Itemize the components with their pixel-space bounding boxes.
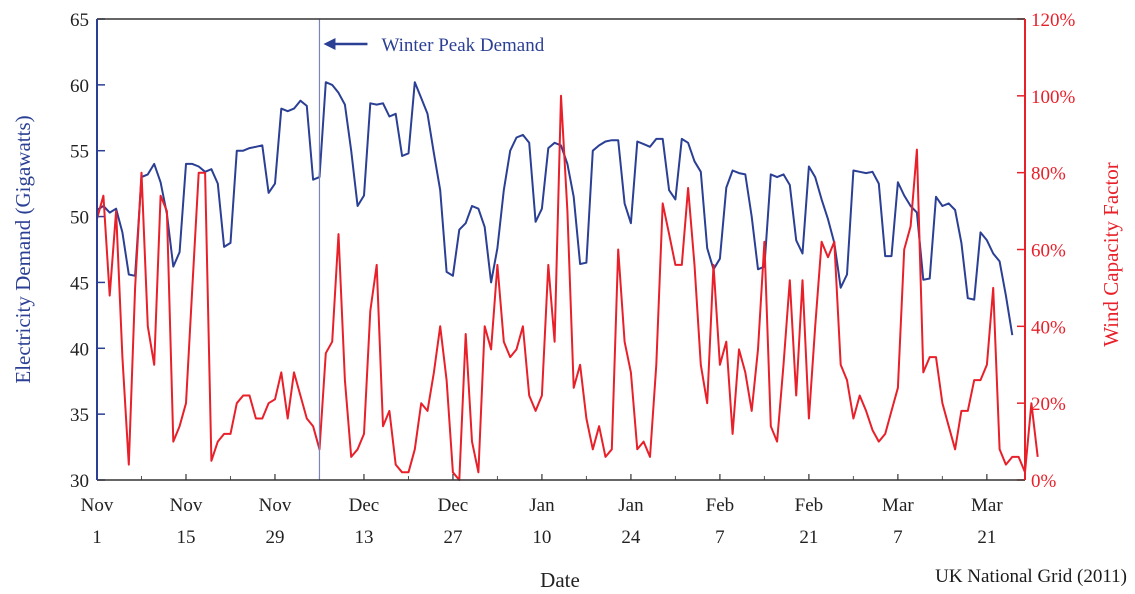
demand-line <box>96 81 1014 336</box>
y2-tick-label: 20% <box>1031 394 1066 415</box>
x-tick-label-month: Dec <box>349 495 380 516</box>
y-tick-label: 60 <box>70 76 89 97</box>
y-tick-label: 40 <box>70 339 89 360</box>
x-tick-label-month: Nov <box>81 495 114 516</box>
x-tick-label-month: Nov <box>170 495 203 516</box>
x-axis-title: Date <box>540 568 580 592</box>
y2-axis-title: Wind Capacity Factor <box>1099 162 1123 347</box>
y2-tick-label: 0% <box>1031 471 1057 492</box>
x-tick-label-day: 21 <box>977 527 996 548</box>
x-tick-label-day: 10 <box>532 527 551 548</box>
y-tick-label: 55 <box>70 142 89 163</box>
x-tick-label-day: 24 <box>621 527 641 548</box>
x-tick-label-day: 29 <box>265 527 284 548</box>
x-tick-label-day: 27 <box>443 527 462 548</box>
x-tick-label-month: Feb <box>795 495 824 516</box>
y-tick-label: 50 <box>70 208 89 229</box>
y2-tick-label: 60% <box>1031 241 1066 262</box>
y2-tick-label: 80% <box>1031 164 1066 185</box>
x-tick-label-day: 7 <box>893 527 903 548</box>
wind-line <box>96 94 1039 481</box>
x-tick-label-day: 7 <box>715 527 725 548</box>
x-tick-label-day: 1 <box>92 527 102 548</box>
y2-tick-label: 100% <box>1031 87 1076 108</box>
x-tick-label-month: Dec <box>438 495 469 516</box>
y2-tick-label: 40% <box>1031 317 1066 338</box>
x-tick-label-month: Jan <box>618 495 644 516</box>
y2-tick-label: 120% <box>1031 10 1076 31</box>
annotation-label: Winter Peak Demand <box>381 35 544 56</box>
x-tick-label-month: Nov <box>259 495 292 516</box>
x-tick-label-month: Mar <box>971 495 1003 516</box>
y-tick-label: 35 <box>70 405 89 426</box>
y-axis-title: Electricity Demand (Gigawatts) <box>11 115 35 383</box>
annotation-arrow-head <box>323 38 336 50</box>
y-tick-label: 45 <box>70 273 89 294</box>
x-tick-label-day: 13 <box>354 527 373 548</box>
x-tick-label-month: Jan <box>529 495 555 516</box>
x-tick-label-day: 21 <box>799 527 818 548</box>
x-tick-label-month: Feb <box>706 495 735 516</box>
x-tick-label-day: 15 <box>176 527 195 548</box>
y-tick-label: 30 <box>70 471 89 492</box>
x-tick-label-month: Mar <box>882 495 914 516</box>
y-tick-label: 65 <box>70 10 89 31</box>
source-note: UK National Grid (2011) <box>935 566 1127 587</box>
